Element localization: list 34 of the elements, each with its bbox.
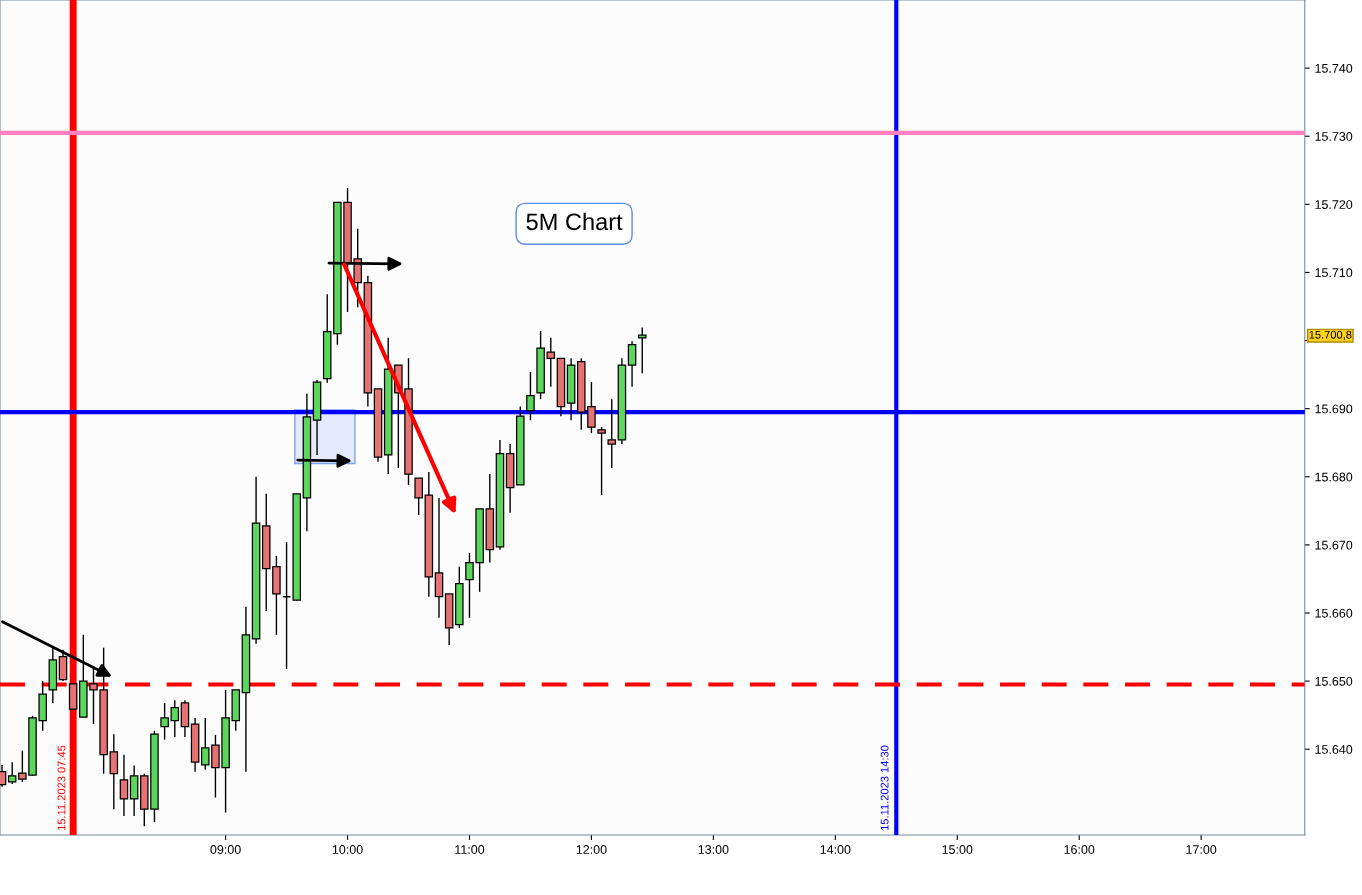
candlestick xyxy=(597,426,606,496)
y-tick-label: 15.670 xyxy=(1315,540,1353,550)
x-tick-label: 15:00 xyxy=(942,845,973,854)
text: 15.700,8 xyxy=(1309,330,1352,340)
annotation: 5M Chart xyxy=(526,212,623,231)
candlestick xyxy=(637,326,647,374)
ref-line-label: 15.11.2023 14:30 xyxy=(880,745,889,831)
x-tick-label: 12:00 xyxy=(576,845,607,854)
x-tick-label: 14:00 xyxy=(820,845,851,854)
y-tick-label: 15.660 xyxy=(1315,608,1353,618)
x-tick-label: 17:00 xyxy=(1186,845,1217,854)
y-tick-label: 15.650 xyxy=(1315,676,1353,686)
y-tick-label: 15.690 xyxy=(1315,404,1353,414)
y-tick-label: 15.740 xyxy=(1315,63,1353,73)
y-tick-label: 15.730 xyxy=(1315,132,1353,141)
x-tick-label: 09:00 xyxy=(210,845,241,854)
y-tick-label: 15.720 xyxy=(1315,200,1353,209)
candlestick xyxy=(627,340,637,388)
candlestick xyxy=(180,699,190,738)
x-tick-label: 11:00 xyxy=(455,845,485,854)
y-tick-label: 15.640 xyxy=(1315,745,1353,754)
candlestick xyxy=(526,371,535,421)
candlestick xyxy=(109,733,119,810)
ref-line-label: 15.11.2023 07:45 xyxy=(57,745,66,831)
candlestick xyxy=(607,398,617,469)
candlestick xyxy=(129,764,139,817)
y-tick-label: 15.680 xyxy=(1315,472,1353,482)
candlestick xyxy=(119,753,129,817)
x-tick-label: 13:00 xyxy=(698,845,729,854)
x-tick-label: 10:00 xyxy=(332,845,363,854)
y-tick-label: 15.710 xyxy=(1315,268,1353,278)
x-tick-label: 16:00 xyxy=(1064,845,1095,854)
candlestick xyxy=(414,477,423,516)
candlestick xyxy=(434,497,444,619)
